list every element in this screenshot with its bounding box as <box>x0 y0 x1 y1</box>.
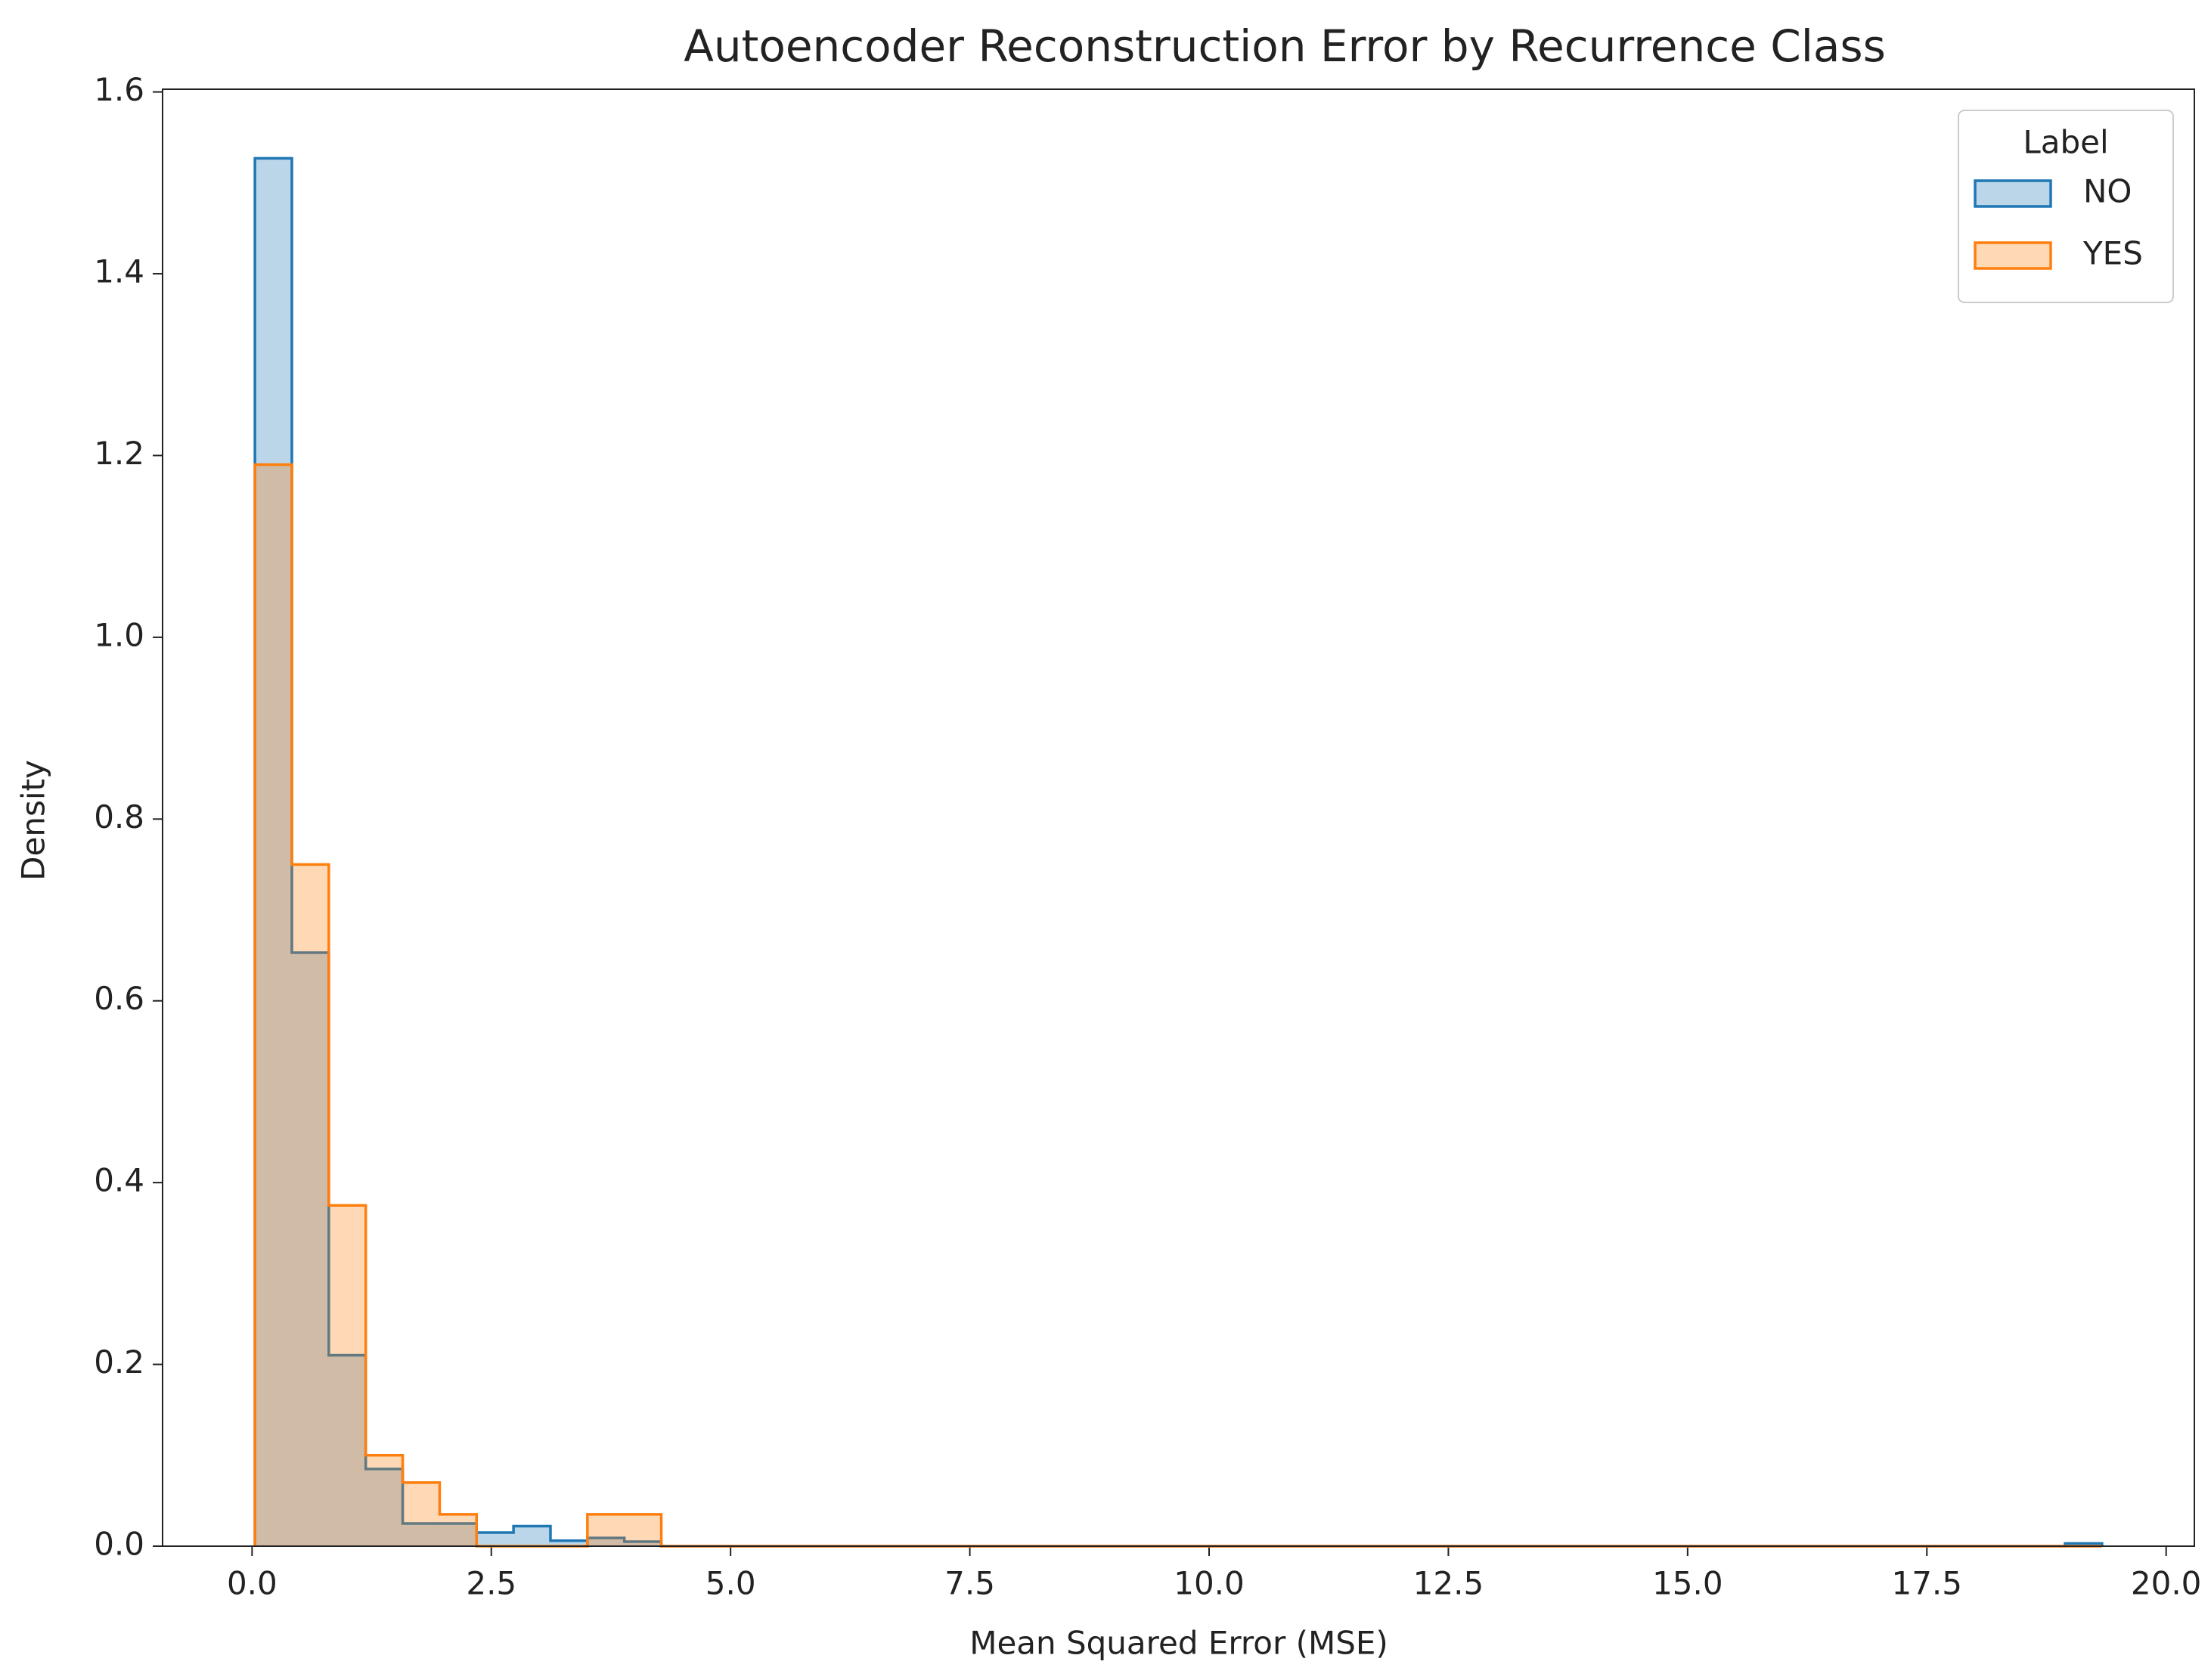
histogram-bar <box>291 864 329 1546</box>
histogram-bar <box>550 1540 588 1546</box>
histogram-bar <box>624 1514 662 1546</box>
histogram-bar <box>476 1532 514 1546</box>
plot-frame <box>162 88 2195 1547</box>
y-axis-label: Density <box>15 760 52 881</box>
histogram-bar <box>402 1523 440 1546</box>
x-tick-label: 7.5 <box>944 1565 995 1602</box>
y-tick-label: 1.4 <box>94 253 144 290</box>
x-tick-label: 2.5 <box>466 1565 516 1602</box>
y-tick-label: 1.2 <box>94 435 144 472</box>
histogram-bar <box>513 1526 550 1546</box>
y-tick-label: 0.6 <box>94 980 144 1017</box>
legend-title: Label <box>2023 124 2108 161</box>
legend-swatch <box>1974 179 2052 208</box>
x-tick-label: 5.0 <box>705 1565 756 1602</box>
legend-label: NO <box>2083 173 2132 210</box>
y-tick-label: 0.0 <box>94 1526 144 1563</box>
legend-box <box>1958 110 2174 303</box>
histogram-bar <box>624 1541 662 1546</box>
x-tick-label: 17.5 <box>1891 1565 1962 1602</box>
histogram-bar <box>255 464 292 1546</box>
legend-swatch <box>1974 241 2052 270</box>
x-tick-label: 20.0 <box>2131 1565 2202 1602</box>
histogram-bar <box>291 953 329 1546</box>
histogram-bar <box>365 1468 403 1546</box>
step-outline <box>253 157 2104 1548</box>
histogram-bar <box>402 1482 440 1546</box>
histogram-bar <box>587 1538 625 1546</box>
histogram-bar <box>328 1205 366 1546</box>
y-tick-label: 0.2 <box>94 1344 144 1381</box>
chart-title: Autoencoder Reconstruction Error by Recu… <box>684 20 1886 72</box>
x-tick-label: 15.0 <box>1652 1565 1723 1602</box>
x-tick-label: 12.5 <box>1413 1565 1484 1602</box>
y-tick-label: 1.0 <box>94 616 144 653</box>
y-tick-label: 0.4 <box>94 1162 144 1199</box>
histogram-bar <box>328 1355 366 1546</box>
histogram-bar <box>439 1523 477 1546</box>
histogram-bar <box>365 1455 403 1546</box>
histogram-bar <box>439 1514 477 1546</box>
x-tick-label: 0.0 <box>227 1565 278 1602</box>
histogram-bar <box>587 1514 625 1546</box>
x-axis-label: Mean Squared Error (MSE) <box>969 1625 1388 1662</box>
legend-label: YES <box>2082 235 2143 272</box>
step-outline <box>253 463 2102 1548</box>
histogram-bar <box>255 158 292 1546</box>
histogram-bar <box>2065 1543 2102 1546</box>
y-tick-label: 1.6 <box>94 71 144 108</box>
y-tick-label: 0.8 <box>94 798 144 835</box>
x-tick-label: 10.0 <box>1174 1565 1245 1602</box>
